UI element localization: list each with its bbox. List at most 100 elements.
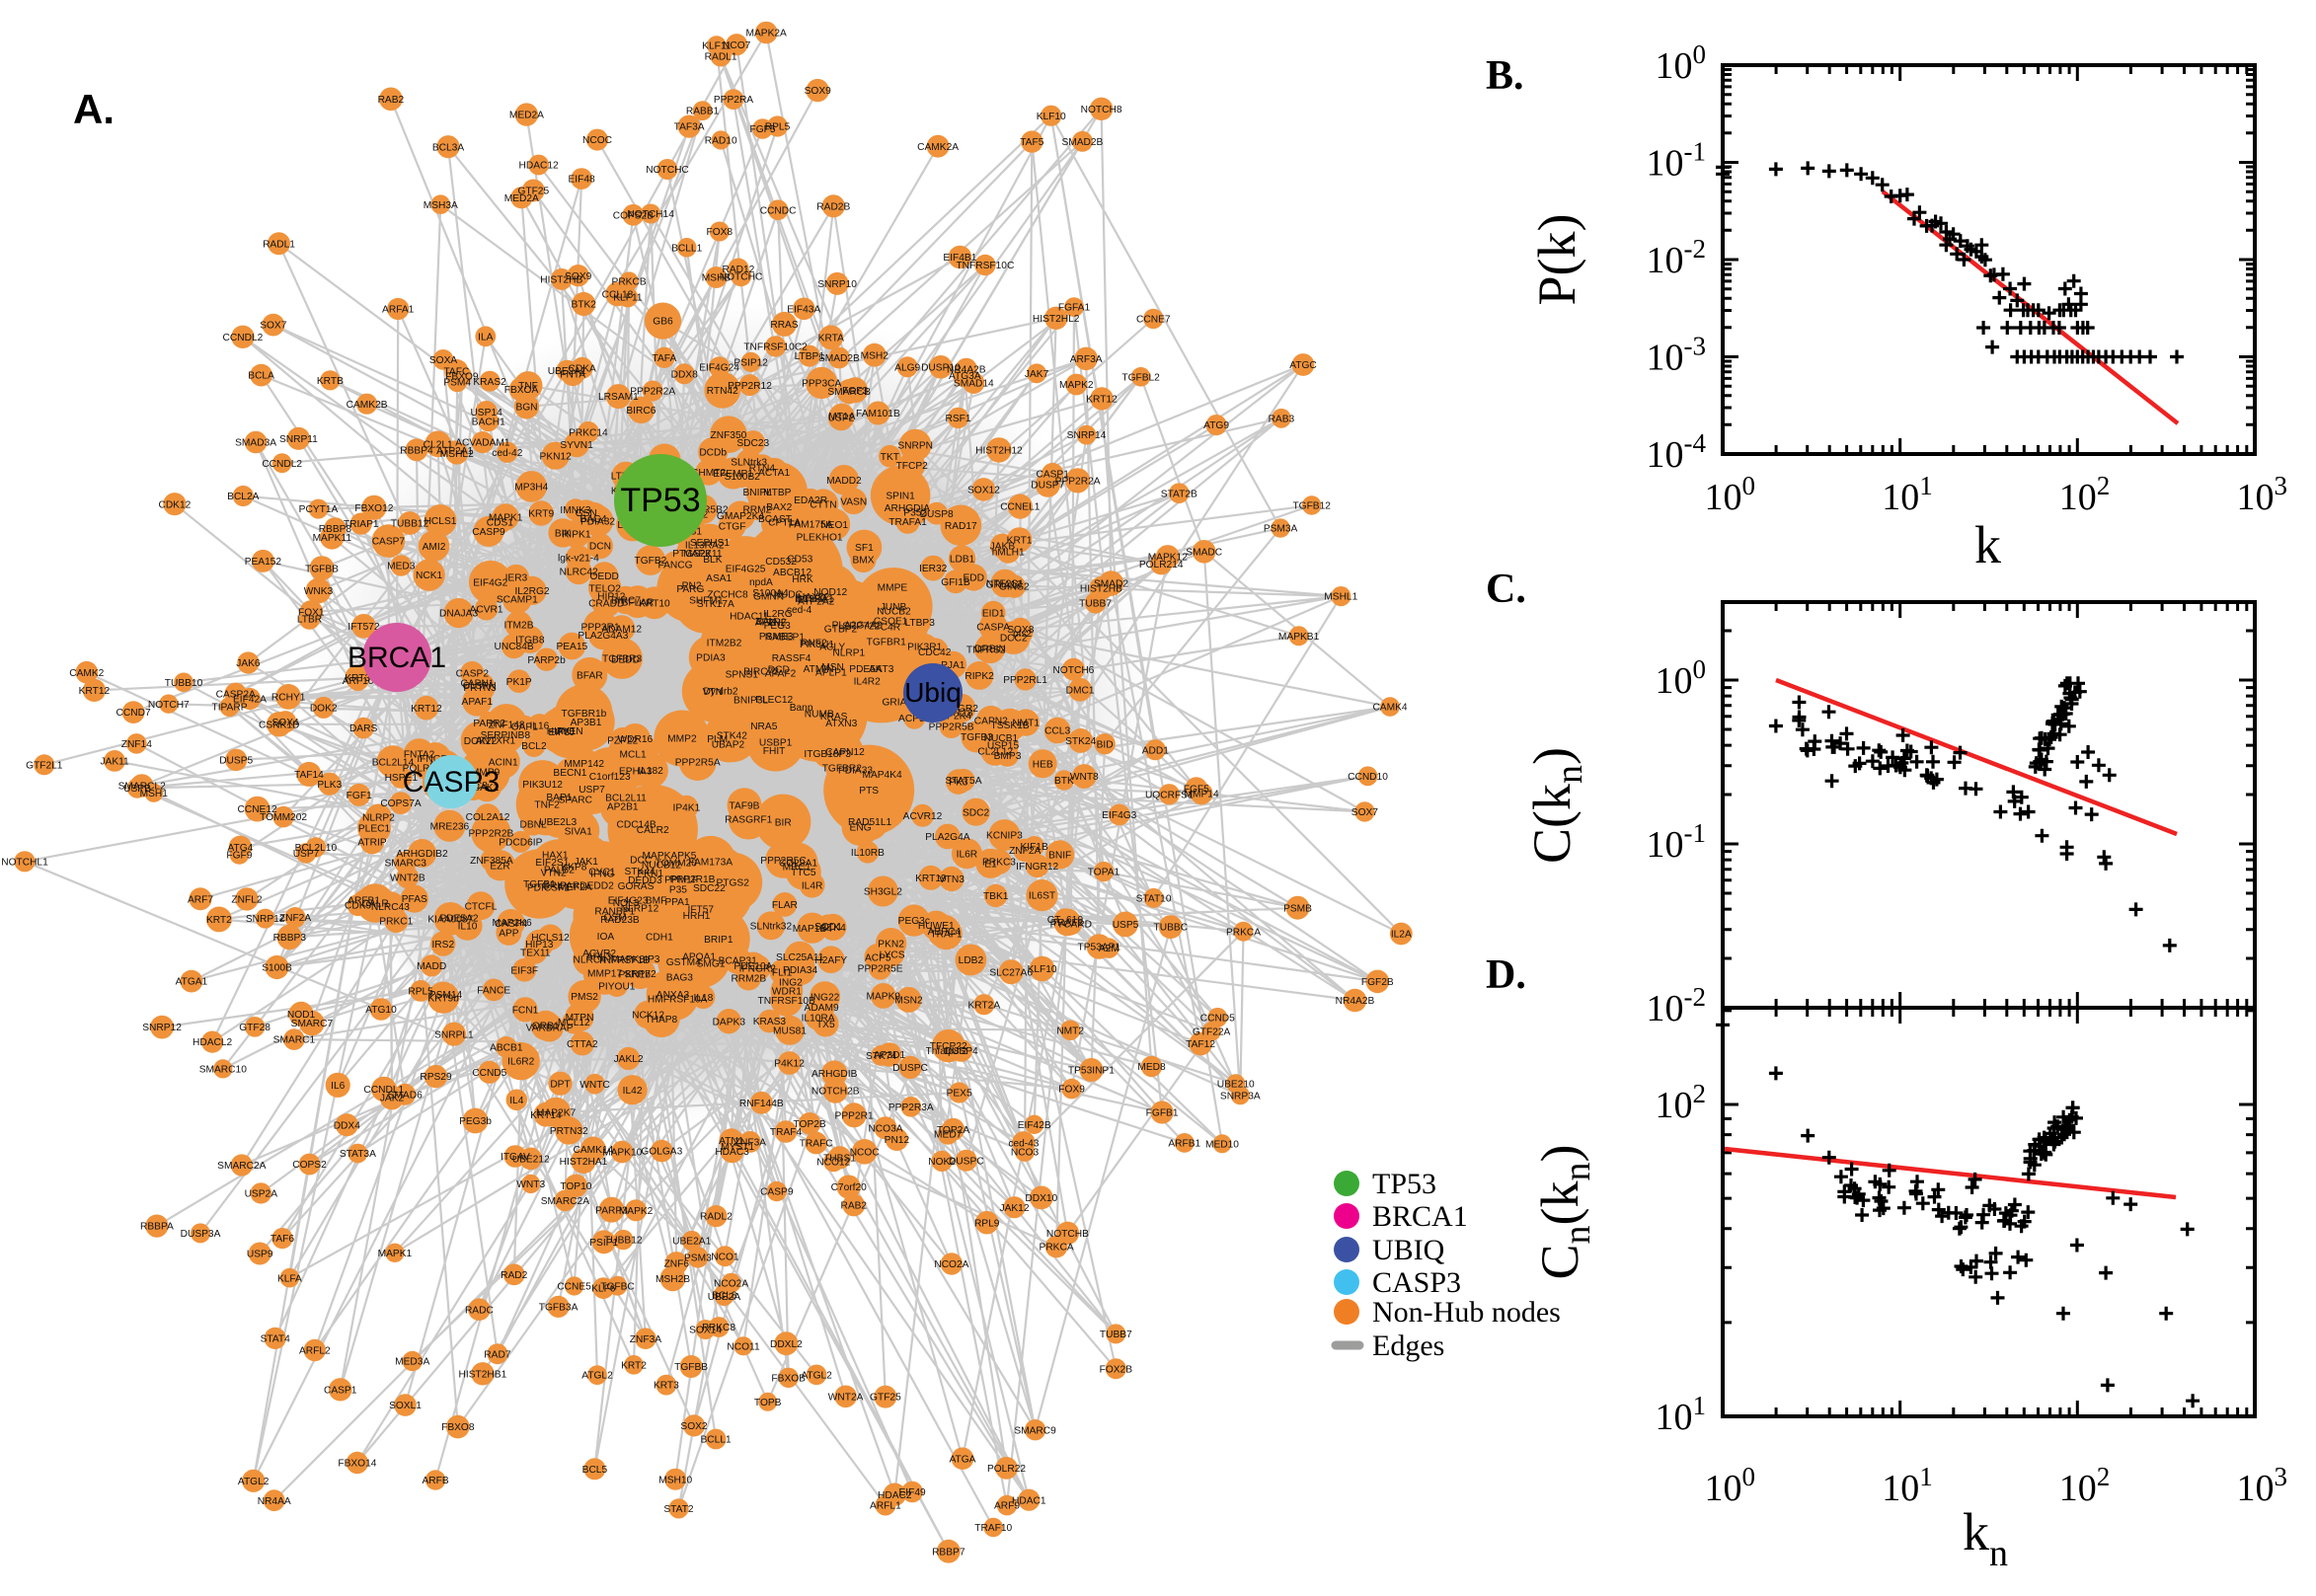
svg-text:ITM2B2: ITM2B2 xyxy=(707,639,742,649)
svg-text:SDC22: SDC22 xyxy=(693,883,726,894)
svg-text:TAF6: TAF6 xyxy=(270,1234,294,1245)
svg-text:PLEKHO1: PLEKHO1 xyxy=(797,533,843,544)
svg-text:CAMK2: CAMK2 xyxy=(69,668,104,679)
svg-text:KRT12: KRT12 xyxy=(411,704,442,715)
svg-text:PSIP1: PSIP1 xyxy=(589,1238,618,1249)
svg-text:NR4A2B: NR4A2B xyxy=(947,364,986,375)
svg-text:ZNF2A: ZNF2A xyxy=(279,913,311,924)
svg-text:ATXN3: ATXN3 xyxy=(825,719,857,729)
svg-text:NCO2A: NCO2A xyxy=(714,1278,748,1289)
svg-text:WDR1: WDR1 xyxy=(772,987,802,998)
svg-text:UNC84B: UNC84B xyxy=(494,642,533,652)
svg-text:UBAP2: UBAP2 xyxy=(712,740,745,751)
svg-text:IL13RA2: IL13RA2 xyxy=(685,541,725,552)
svg-text:NCOC: NCOC xyxy=(582,135,612,146)
svg-text:IL10: IL10 xyxy=(458,921,478,932)
svg-text:USP15: USP15 xyxy=(987,741,1020,752)
svg-text:PPP2R12: PPP2R12 xyxy=(728,381,772,392)
svg-text:RAD10: RAD10 xyxy=(705,136,737,147)
svg-text:THAP8: THAP8 xyxy=(645,1015,677,1026)
svg-text:RNF144B: RNF144B xyxy=(739,1099,784,1109)
svg-text:BAX2: BAX2 xyxy=(766,502,792,513)
svg-text:NOTCHC: NOTCHC xyxy=(646,165,689,176)
svg-text:IFNGR12: IFNGR12 xyxy=(1016,862,1058,873)
svg-text:HDAC11: HDAC11 xyxy=(730,612,769,623)
svg-text:MRC1: MRC1 xyxy=(783,862,811,873)
svg-text:EFEMP1: EFEMP1 xyxy=(713,469,753,480)
svg-text:TP53: TP53 xyxy=(1372,1168,1436,1200)
svg-text:CCND5: CCND5 xyxy=(472,1068,506,1079)
svg-text:PARG: PARG xyxy=(676,584,704,595)
svg-text:FGF5: FGF5 xyxy=(1184,784,1209,795)
svg-text:SF1: SF1 xyxy=(855,543,874,554)
svg-text:PARP2: PARP2 xyxy=(473,719,505,729)
svg-text:BAG3: BAG3 xyxy=(666,972,694,983)
svg-text:ARHGDIB: ARHGDIB xyxy=(811,1069,858,1080)
svg-text:SOD1: SOD1 xyxy=(814,922,842,933)
svg-text:NOD12: NOD12 xyxy=(813,587,847,598)
svg-text:GTF22A: GTF22A xyxy=(1193,1027,1231,1038)
svg-text:USP2: USP2 xyxy=(828,414,855,424)
svg-text:NOTCH2B: NOTCH2B xyxy=(811,1087,860,1098)
svg-text:MAPK1: MAPK1 xyxy=(489,512,523,523)
svg-text:OEDD: OEDD xyxy=(589,571,618,582)
svg-text:TNFRS2: TNFRS2 xyxy=(966,646,1006,656)
svg-text:IFNGR1: IFNGR1 xyxy=(417,754,454,765)
svg-text:USP5: USP5 xyxy=(1113,920,1139,931)
svg-text:IL6R: IL6R xyxy=(957,849,978,860)
svg-text:PPP2R1B: PPP2R1B xyxy=(670,874,716,885)
svg-text:BAX: BAX xyxy=(756,617,777,628)
svg-text:HIST2HL2: HIST2HL2 xyxy=(1033,314,1080,325)
svg-text:RASGRF1: RASGRF1 xyxy=(725,815,772,826)
svg-text:NLRC43: NLRC43 xyxy=(371,902,410,913)
svg-text:PLEC1: PLEC1 xyxy=(358,824,391,835)
svg-text:RAB3: RAB3 xyxy=(1269,414,1295,424)
svg-text:Edges: Edges xyxy=(1372,1330,1444,1362)
svg-text:CL2L1: CL2L1 xyxy=(424,439,453,450)
svg-text:AMI2: AMI2 xyxy=(423,542,446,553)
svg-text:MAP2K7: MAP2K7 xyxy=(536,1108,577,1119)
svg-text:FGF2B: FGF2B xyxy=(1361,977,1394,988)
svg-text:KRT12: KRT12 xyxy=(1086,395,1118,406)
svg-text:SNRPN: SNRPN xyxy=(897,441,933,452)
svg-text:ARFB1: ARFB1 xyxy=(1168,1139,1200,1150)
svg-text:STK74: STK74 xyxy=(866,1051,896,1062)
svg-text:TAFA: TAFA xyxy=(653,353,677,364)
svg-text:EIF4G24: EIF4G24 xyxy=(699,363,739,374)
svg-text:k: k xyxy=(1974,515,2001,574)
svg-text:TGFB3A: TGFB3A xyxy=(539,1303,579,1314)
svg-text:MAPK8IP3: MAPK8IP3 xyxy=(611,954,660,965)
svg-text:TAF9B: TAF9B xyxy=(730,800,760,811)
svg-text:FNTA2: FNTA2 xyxy=(404,750,435,761)
svg-text:APLP1: APLP1 xyxy=(815,668,847,679)
svg-text:ced-43: ced-43 xyxy=(1008,1139,1039,1150)
svg-text:SNRP12: SNRP12 xyxy=(246,914,285,925)
svg-text:FAM175A: FAM175A xyxy=(789,520,833,531)
svg-text:SLC27A6: SLC27A6 xyxy=(989,967,1033,978)
svg-text:BFLAR: BFLAR xyxy=(622,597,655,608)
svg-text:TGFBC: TGFBC xyxy=(600,1281,635,1292)
svg-text:BRCA1: BRCA1 xyxy=(1372,1200,1468,1233)
svg-text:IL10RB: IL10RB xyxy=(851,848,885,859)
svg-text:IL10RA: IL10RA xyxy=(802,1013,835,1024)
svg-text:PPA1: PPA1 xyxy=(664,897,690,908)
svg-text:ATP2A2: ATP2A2 xyxy=(798,596,835,607)
svg-text:RIPK2: RIPK2 xyxy=(965,671,994,682)
svg-text:SOXL1: SOXL1 xyxy=(389,1401,422,1411)
svg-text:ITGB8: ITGB8 xyxy=(515,636,545,646)
svg-text:TRAF4: TRAF4 xyxy=(770,1127,803,1138)
svg-text:NLRC4: NLRC4 xyxy=(573,954,606,965)
svg-text:DUSPC: DUSPC xyxy=(949,1156,984,1167)
svg-text:MMP14: MMP14 xyxy=(1185,790,1219,800)
svg-text:IL13RA1: IL13RA1 xyxy=(795,594,834,605)
svg-text:RAB2: RAB2 xyxy=(840,1201,867,1212)
svg-text:NOTCH14: NOTCH14 xyxy=(627,209,674,220)
svg-text:IFNGR2: IFNGR2 xyxy=(739,963,777,974)
svg-text:FBXOB: FBXOB xyxy=(771,1373,806,1384)
svg-text:COPS7A: COPS7A xyxy=(380,798,422,809)
svg-text:DPT: DPT xyxy=(550,1079,570,1090)
svg-text:KLF10: KLF10 xyxy=(1037,112,1066,122)
svg-text:TSSK1B: TSSK1B xyxy=(991,721,1030,731)
svg-text:C.: C. xyxy=(1486,567,1526,612)
svg-text:POLR22: POLR22 xyxy=(987,1464,1026,1475)
